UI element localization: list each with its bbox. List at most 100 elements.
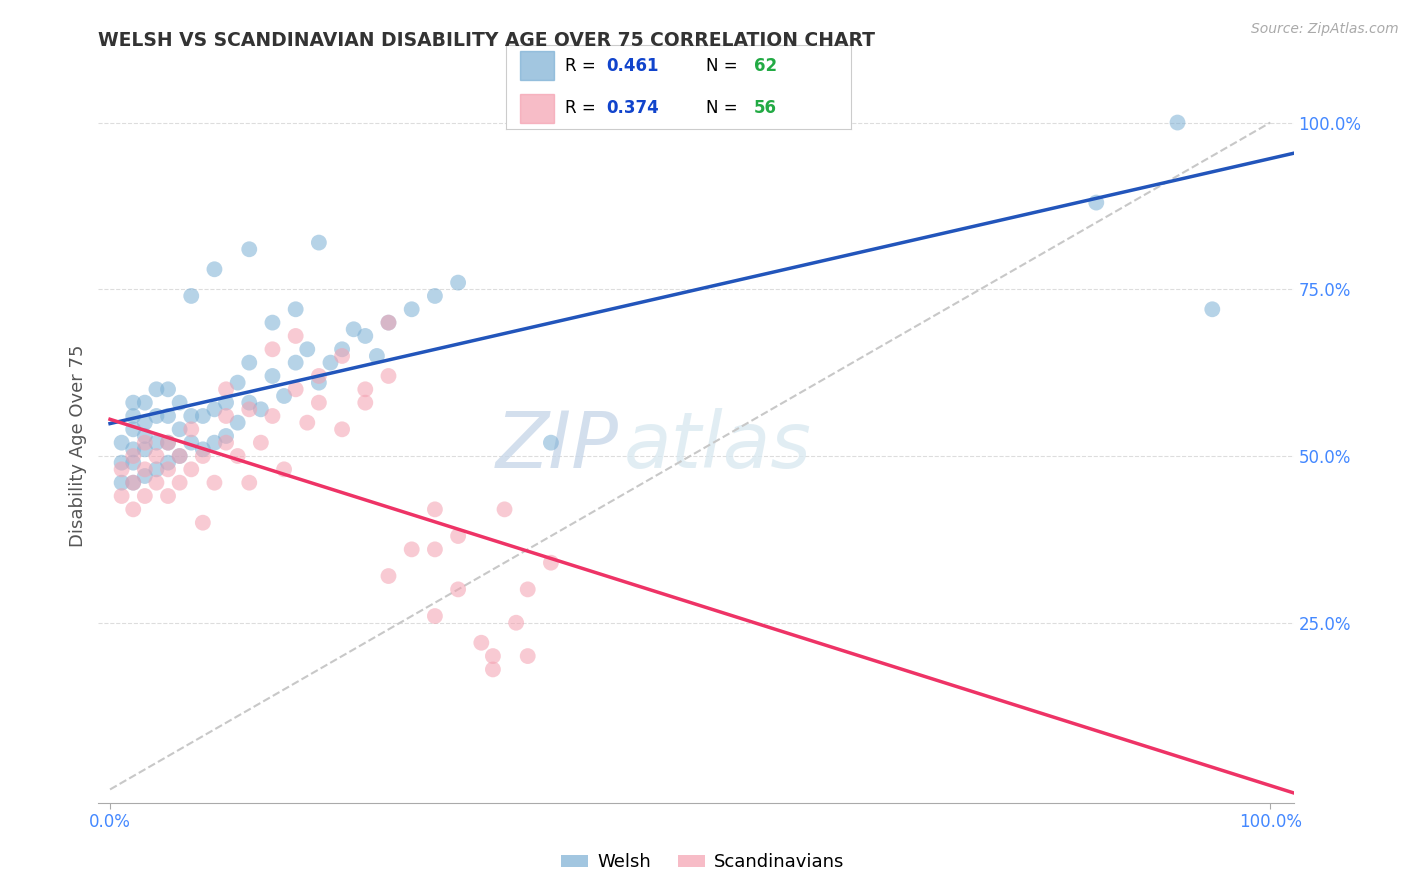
Point xyxy=(157,435,180,450)
Point xyxy=(134,429,156,443)
Point xyxy=(308,368,330,383)
Text: R =: R = xyxy=(565,99,600,117)
Point xyxy=(204,402,226,417)
Point xyxy=(238,475,260,490)
Point xyxy=(447,529,470,543)
Point xyxy=(226,416,249,430)
Point xyxy=(204,435,226,450)
Y-axis label: Disability Age Over 75: Disability Age Over 75 xyxy=(69,344,87,548)
Bar xyxy=(520,94,554,122)
Point xyxy=(366,349,388,363)
Point xyxy=(134,489,156,503)
Point xyxy=(145,475,167,490)
Point xyxy=(297,416,319,430)
Text: WELSH VS SCANDINAVIAN DISABILITY AGE OVER 75 CORRELATION CHART: WELSH VS SCANDINAVIAN DISABILITY AGE OVE… xyxy=(98,31,876,50)
Point xyxy=(401,542,423,557)
Point xyxy=(111,456,134,470)
Point xyxy=(191,516,214,530)
Point xyxy=(122,475,145,490)
Point xyxy=(238,356,260,370)
Point xyxy=(157,382,180,396)
Point xyxy=(540,556,562,570)
Point xyxy=(169,395,191,409)
Point xyxy=(157,435,180,450)
Point xyxy=(330,349,353,363)
Point xyxy=(377,368,399,383)
Point xyxy=(169,475,191,490)
Point xyxy=(215,429,238,443)
Point xyxy=(226,449,249,463)
Point xyxy=(134,435,156,450)
Point xyxy=(204,262,226,277)
Point xyxy=(330,422,353,436)
Point xyxy=(284,356,307,370)
Point xyxy=(1201,302,1223,317)
Text: atlas: atlas xyxy=(624,408,813,484)
Point xyxy=(134,395,156,409)
Point xyxy=(377,316,399,330)
Point xyxy=(516,649,538,664)
Point xyxy=(191,409,214,423)
Point xyxy=(215,409,238,423)
Point xyxy=(145,409,167,423)
Point xyxy=(145,435,167,450)
Point xyxy=(284,302,307,317)
Point xyxy=(215,382,238,396)
Point xyxy=(134,462,156,476)
Text: Source: ZipAtlas.com: Source: ZipAtlas.com xyxy=(1251,22,1399,37)
Point xyxy=(122,456,145,470)
Point xyxy=(111,489,134,503)
Point xyxy=(1085,195,1108,210)
Text: N =: N = xyxy=(706,99,742,117)
Point xyxy=(308,235,330,250)
Point xyxy=(204,475,226,490)
Point xyxy=(308,395,330,409)
Point xyxy=(354,382,377,396)
Point xyxy=(505,615,527,630)
Point xyxy=(516,582,538,597)
Point xyxy=(145,449,167,463)
Point xyxy=(494,502,516,516)
Point xyxy=(122,442,145,457)
Point xyxy=(238,395,260,409)
Point xyxy=(215,395,238,409)
Bar xyxy=(520,52,554,80)
Point xyxy=(423,542,446,557)
Text: ZIP: ZIP xyxy=(495,408,619,484)
Legend: Welsh, Scandinavians: Welsh, Scandinavians xyxy=(554,847,852,879)
Point xyxy=(122,422,145,436)
Point xyxy=(343,322,366,336)
Point xyxy=(238,402,260,417)
Point xyxy=(377,316,399,330)
Point xyxy=(180,409,202,423)
Point xyxy=(330,343,353,357)
Point xyxy=(111,435,134,450)
Point xyxy=(169,422,191,436)
Point xyxy=(284,382,307,396)
Point xyxy=(157,462,180,476)
Point xyxy=(180,289,202,303)
Point xyxy=(134,416,156,430)
Point xyxy=(250,402,273,417)
Point xyxy=(250,435,273,450)
Point xyxy=(273,389,295,403)
Text: R =: R = xyxy=(565,57,600,75)
Point xyxy=(447,582,470,597)
Point xyxy=(297,343,319,357)
Point xyxy=(1166,115,1188,129)
Point xyxy=(354,395,377,409)
Point xyxy=(319,356,342,370)
Point xyxy=(145,382,167,396)
Point xyxy=(482,649,505,664)
Point xyxy=(157,456,180,470)
Point xyxy=(134,442,156,457)
Point xyxy=(180,422,202,436)
Point xyxy=(540,435,562,450)
Point xyxy=(262,409,284,423)
Point xyxy=(262,316,284,330)
Point xyxy=(122,502,145,516)
Point xyxy=(169,449,191,463)
Point xyxy=(470,636,492,650)
Point xyxy=(273,462,295,476)
Point xyxy=(111,462,134,476)
